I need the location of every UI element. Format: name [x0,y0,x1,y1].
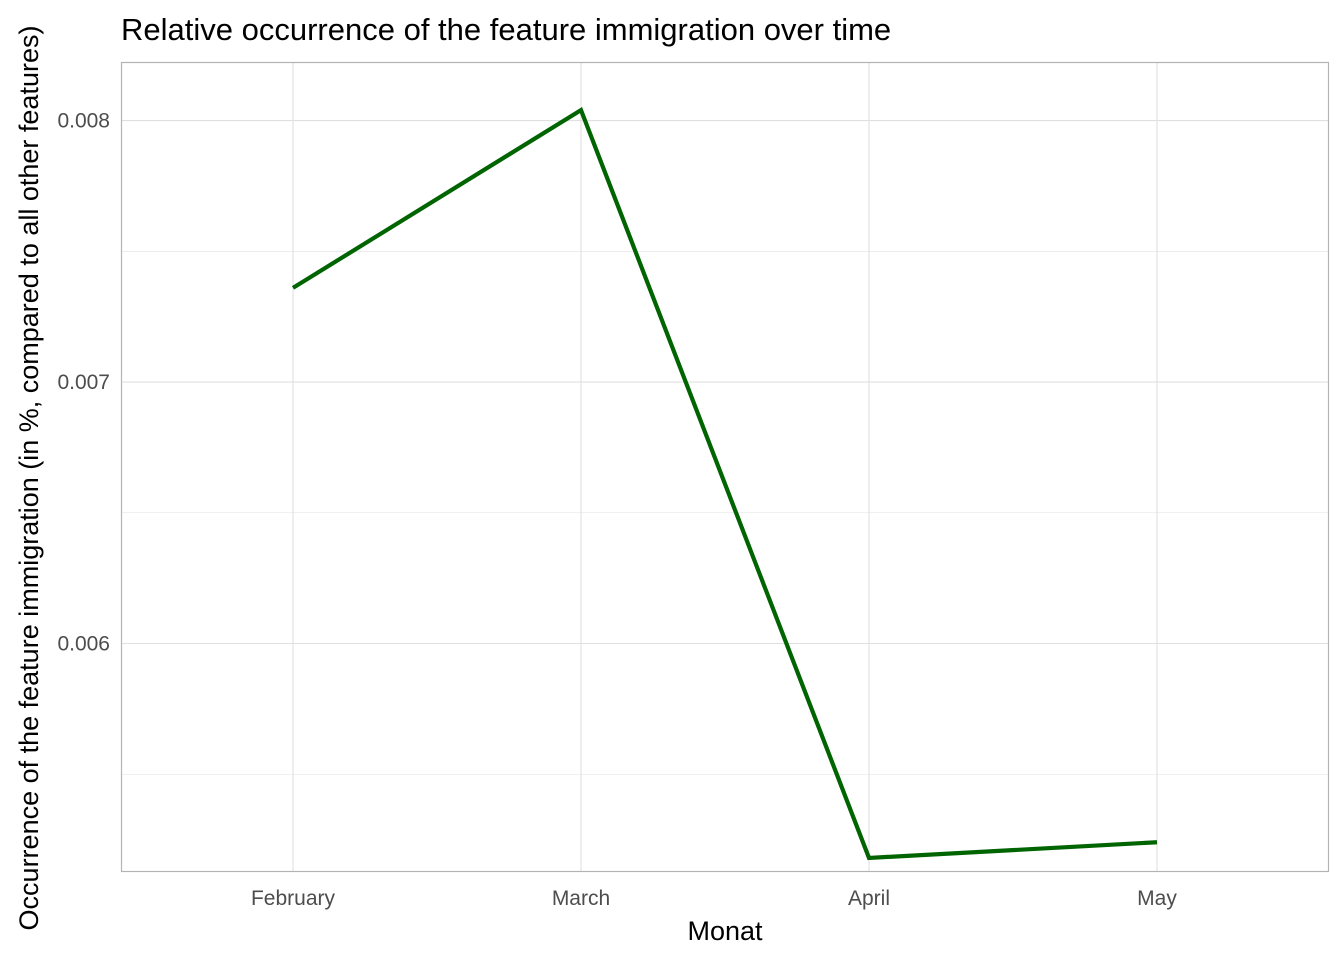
series-layer [291,106,1158,861]
x-tick-label: February [251,887,336,910]
plot-panel-border [120,61,1330,873]
x-tick-label: May [1137,887,1177,910]
y-axis-title: Occurrence of the feature immigration (i… [14,26,44,931]
y-tick-label: 0.006 [57,633,110,656]
x-tick-label: March [552,887,610,910]
y-tick-label: 0.007 [57,371,110,394]
y-tick-label: 0.008 [57,110,110,133]
major-gridlines [122,63,1328,871]
x-tick-label: April [848,887,890,910]
series-line [291,106,1158,861]
y-axis-tick-labels: 0.006 0.007 0.008 [57,110,110,656]
minor-gridlines [122,250,1328,775]
chart-title: Relative occurrence of the feature immig… [121,12,891,47]
x-axis-title: Monat [687,916,763,946]
x-axis-tick-labels: February March April May [251,887,1177,910]
